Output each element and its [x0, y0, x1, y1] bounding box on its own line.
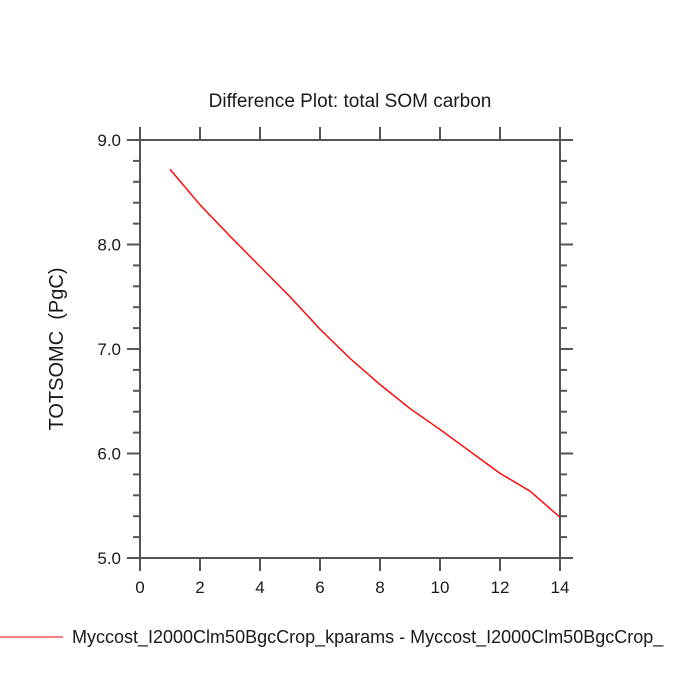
x-tick-label: 6: [315, 578, 324, 597]
y-tick-label: 6.0: [97, 445, 121, 464]
x-tick-label: 8: [375, 578, 384, 597]
y-tick-label: 7.0: [97, 340, 121, 359]
x-tick-label: 10: [431, 578, 450, 597]
x-tick-label: 4: [255, 578, 264, 597]
x-tick-label: 14: [551, 578, 570, 597]
series-line: [169, 168, 561, 518]
legend-label: Myccost_I2000Clm50BgcCrop_kparams - Mycc…: [72, 626, 664, 647]
y-tick-label: 9.0: [97, 131, 121, 150]
legend: Myccost_I2000Clm50BgcCrop_kparams - Mycc…: [0, 627, 663, 647]
y-tick-label: 5.0: [97, 549, 121, 568]
x-tick-label: 12: [491, 578, 510, 597]
x-tick-label: 2: [195, 578, 204, 597]
chart-title: Difference Plot: total SOM carbon: [208, 91, 492, 112]
y-tick-label: 8.0: [97, 236, 121, 255]
legend-line-swatch: [0, 636, 63, 638]
x-tick-label: 0: [135, 578, 144, 597]
